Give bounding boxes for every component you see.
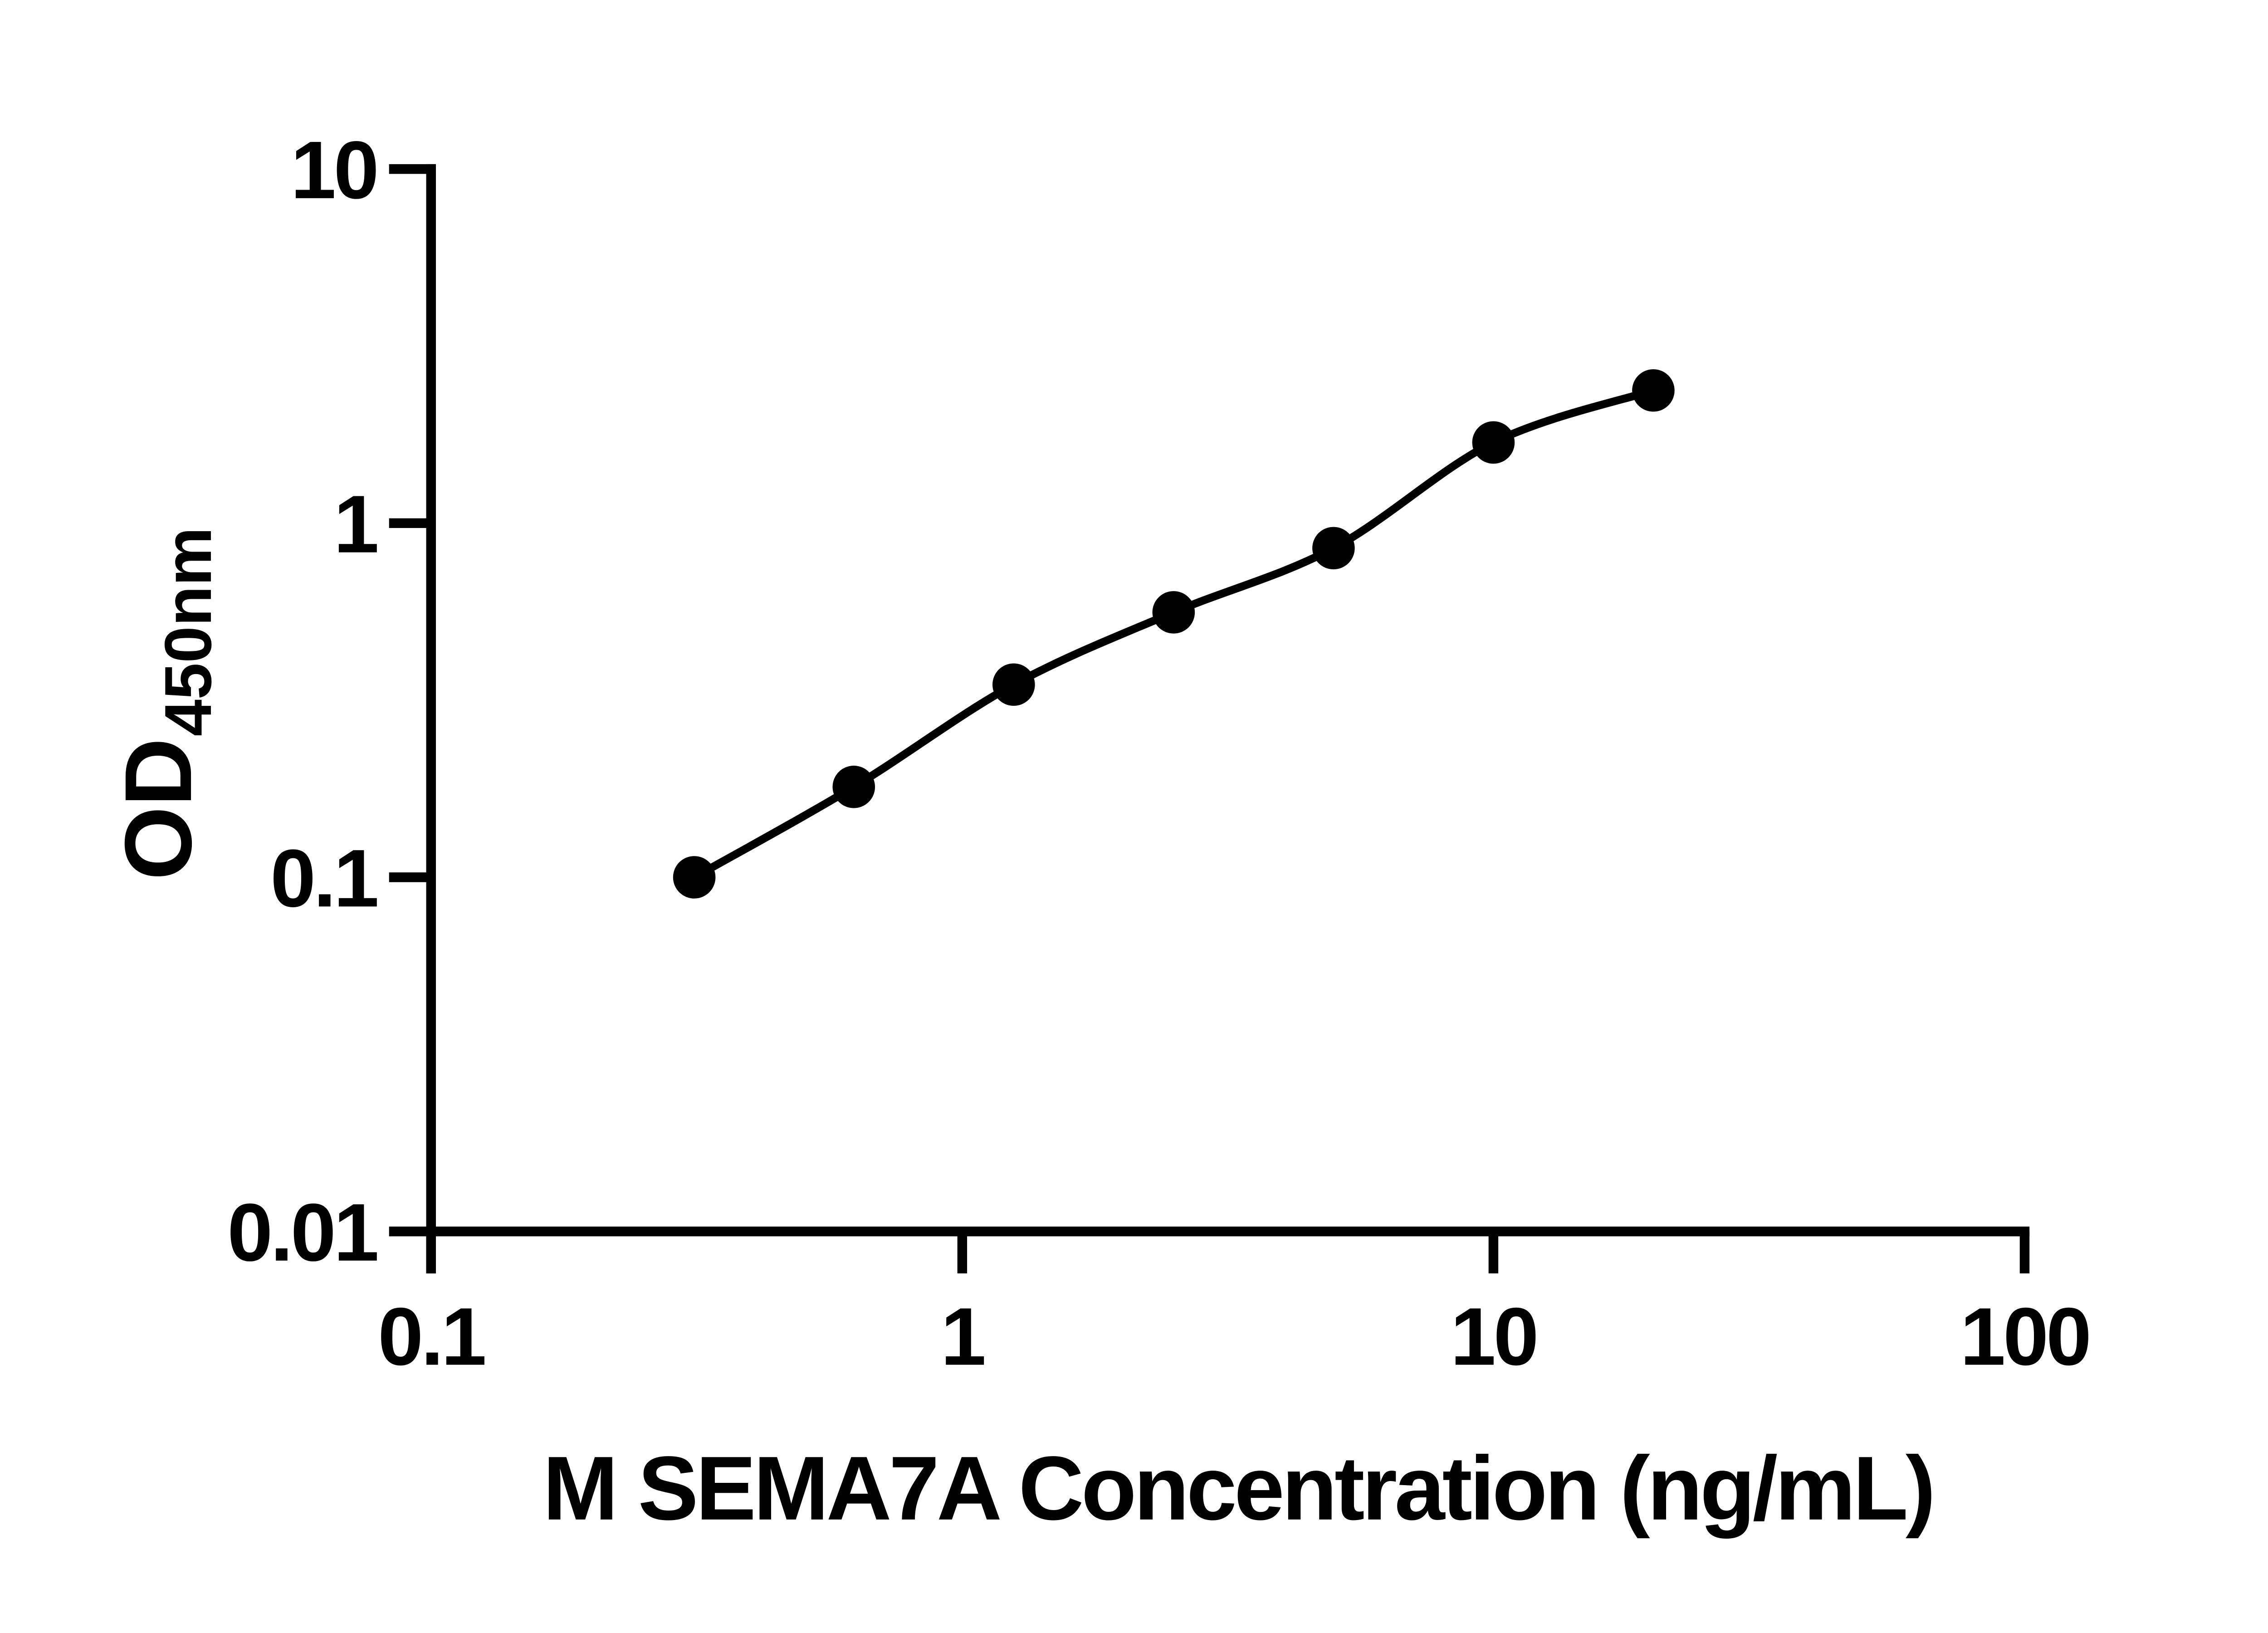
data-point: [832, 765, 875, 808]
data-point: [1312, 527, 1355, 570]
fit-curve-group: [690, 386, 1657, 881]
y-tick-label: 1: [334, 479, 377, 570]
x-axis: 0.1 1 10 100: [378, 1226, 2092, 1383]
data-point: [992, 663, 1035, 706]
y-tick-label: 0.1: [270, 833, 377, 924]
x-tick-label: 10: [1451, 1291, 1537, 1383]
x-axis-title: M SEMA7A Concentration (ng/mL): [543, 1438, 1933, 1539]
x-tick-label: 1: [941, 1291, 984, 1383]
y-axis: 10 1 0.1 0.01: [227, 125, 436, 1278]
data-point: [1472, 421, 1515, 464]
data-point: [1152, 591, 1195, 634]
y-tick-label: 10: [291, 125, 377, 216]
data-points-group: [673, 369, 1675, 899]
y-axis-title-main: OD: [105, 738, 211, 880]
x-tick-label: 0.1: [378, 1291, 485, 1383]
y-axis-title-subscript: 450nm: [151, 527, 225, 736]
fit-curve: [690, 386, 1657, 881]
data-point: [1632, 369, 1675, 412]
x-tick-label: 100: [1960, 1291, 2089, 1383]
y-axis-title: OD 450nm: [105, 527, 225, 880]
data-point: [673, 856, 716, 899]
y-tick-label: 0.01: [227, 1187, 377, 1278]
